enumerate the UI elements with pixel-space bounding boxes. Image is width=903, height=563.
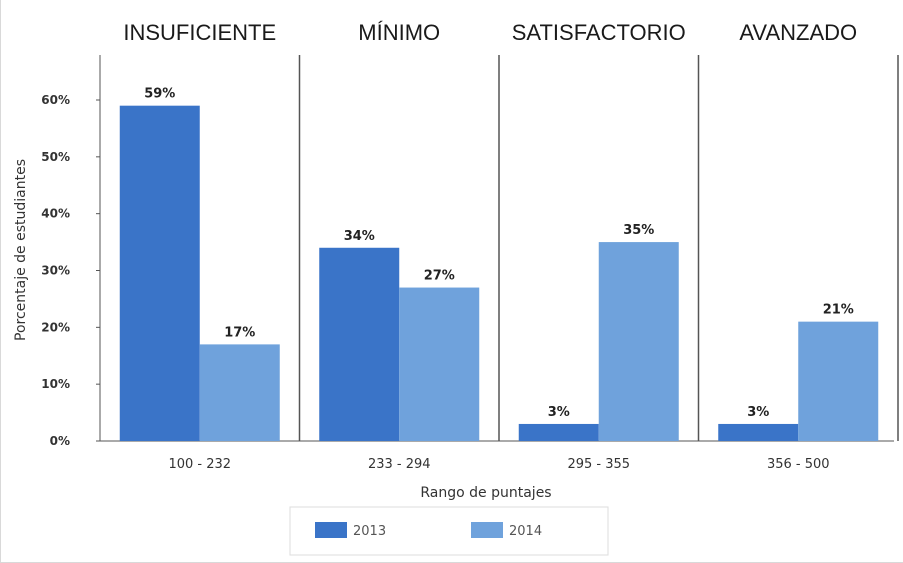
y-tick-label: 10%	[41, 377, 70, 391]
panel-title: AVANZADO	[739, 20, 857, 45]
y-axis-title: Porcentaje de estudiantes	[13, 159, 29, 341]
panel-title: MÍNIMO	[358, 20, 440, 45]
data-label: 3%	[548, 405, 570, 420]
bar-2013	[718, 423, 799, 441]
data-label: 3%	[747, 405, 769, 420]
bar-2013	[119, 105, 200, 441]
legend-swatch	[315, 522, 347, 538]
x-tick-label: 100 - 232	[168, 457, 231, 472]
x-tick-label: 356 - 500	[767, 457, 830, 472]
panel-title: SATISFACTORIO	[512, 20, 686, 45]
bar-2014	[199, 344, 280, 441]
data-label: 27%	[424, 269, 455, 284]
bar-2013	[518, 423, 599, 441]
bar-2013	[319, 247, 400, 441]
x-axis-title: Rango de puntajes	[420, 485, 551, 501]
y-tick-label: 60%	[41, 93, 70, 107]
x-tick-label: 295 - 355	[567, 457, 630, 472]
bar-2014	[598, 242, 679, 441]
panel-title: INSUFICIENTE	[123, 20, 276, 45]
data-label: 59%	[144, 87, 175, 102]
y-tick-label: 0%	[50, 434, 70, 448]
bar-2014	[798, 321, 879, 441]
legend-swatch	[471, 522, 503, 538]
data-label: 35%	[623, 223, 654, 238]
x-tick-label: 233 - 294	[368, 457, 431, 472]
legend-label: 2013	[353, 524, 386, 539]
y-tick-label: 50%	[41, 150, 70, 164]
y-tick-label: 40%	[41, 207, 70, 221]
legend-label: 2014	[509, 524, 542, 539]
y-tick-label: 30%	[41, 264, 70, 278]
bar-2014	[399, 287, 480, 441]
y-tick-label: 20%	[41, 320, 70, 334]
data-label: 34%	[344, 229, 375, 244]
data-label: 21%	[823, 303, 854, 318]
data-label: 17%	[224, 325, 255, 340]
